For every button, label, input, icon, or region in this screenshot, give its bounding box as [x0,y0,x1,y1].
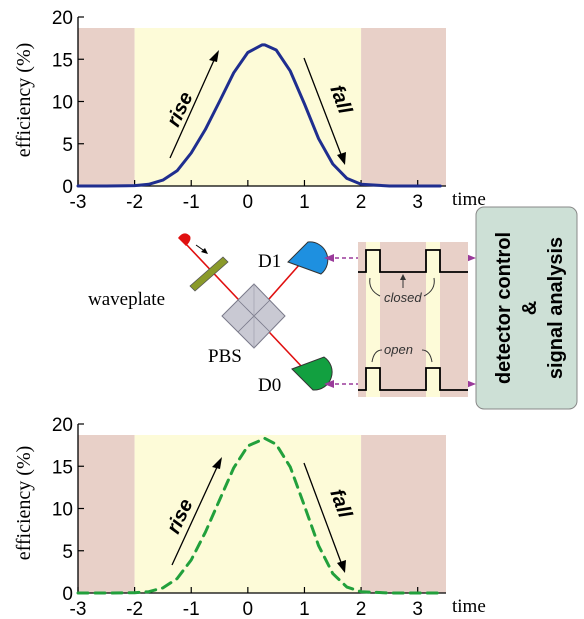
y-tick-label: 15 [52,50,73,71]
laser-source-icon [178,233,191,246]
panel-line-1: detector control [493,232,515,384]
x-tick-label: 2 [356,599,367,619]
detector-control-panel: detector control & signal analysis [475,206,578,410]
x-tick-label: -2 [126,599,143,619]
x-tick-label: 1 [299,599,310,619]
x-tick-label: 2 [356,192,367,213]
efficiency-curve [76,436,442,595]
x-tick-label: 3 [412,599,423,619]
bottom-y-axis-label: efficiency (%) [13,446,35,561]
open-label: open [384,342,413,357]
shaded-region [78,435,135,593]
y-tick-label: 0 [62,584,73,605]
waveplate-icon [189,256,229,292]
pbs-cube-icon [221,283,286,349]
x-tick-label: 0 [243,599,254,619]
panel-line-3: signal analysis [545,237,567,379]
x-tick-label: -3 [70,599,87,619]
y-tick-label: 5 [62,135,73,156]
x-tick-label: 1 [299,192,310,213]
detector-d1-icon [287,241,329,275]
x-tick-label: -1 [183,599,200,619]
y-tick-label: 20 [52,8,73,29]
efficiency-curve [76,43,442,188]
x-tick-label: 3 [412,192,423,213]
gating-timing-panel: closed open [358,242,468,397]
bottom-efficiency-chart: 0 5 10 15 20 -3 -2 -1 0 1 2 3 [52,415,446,619]
y-tick-label: 10 [52,93,73,114]
detector-d1-label: D1 [258,251,281,272]
shaded-region [361,435,446,593]
y-tick-label: 5 [62,542,73,563]
waveplate-label: waveplate [88,289,165,310]
x-tick-label: -3 [70,192,87,213]
y-tick-label: 15 [52,457,73,478]
shaded-region [78,28,135,186]
y-tick-label: 20 [52,415,73,436]
top-x-axis-label: time [452,189,486,210]
top-y-axis-label: efficiency (%) [13,43,35,158]
x-tick-label: 0 [243,192,254,213]
panel-line-2: & [519,301,541,315]
pbs-label: PBS [208,346,242,367]
optical-setup: waveplate PBS D1 D0 [88,206,578,410]
detector-d0-label: D0 [258,375,281,396]
x-tick-label: -1 [183,192,200,213]
detector-d0-icon [291,356,333,391]
bottom-x-axis-label: time [452,596,486,617]
d1-gate-waveform [358,249,468,273]
closed-label: closed [384,290,422,305]
y-tick-label: 0 [62,177,73,198]
top-efficiency-chart: 0 5 10 15 20 -3 -2 -1 0 1 2 3 [52,8,446,213]
shaded-region [361,28,446,186]
x-tick-label: -2 [126,192,143,213]
y-tick-label: 10 [52,500,73,521]
d0-gate-waveform [358,367,468,391]
